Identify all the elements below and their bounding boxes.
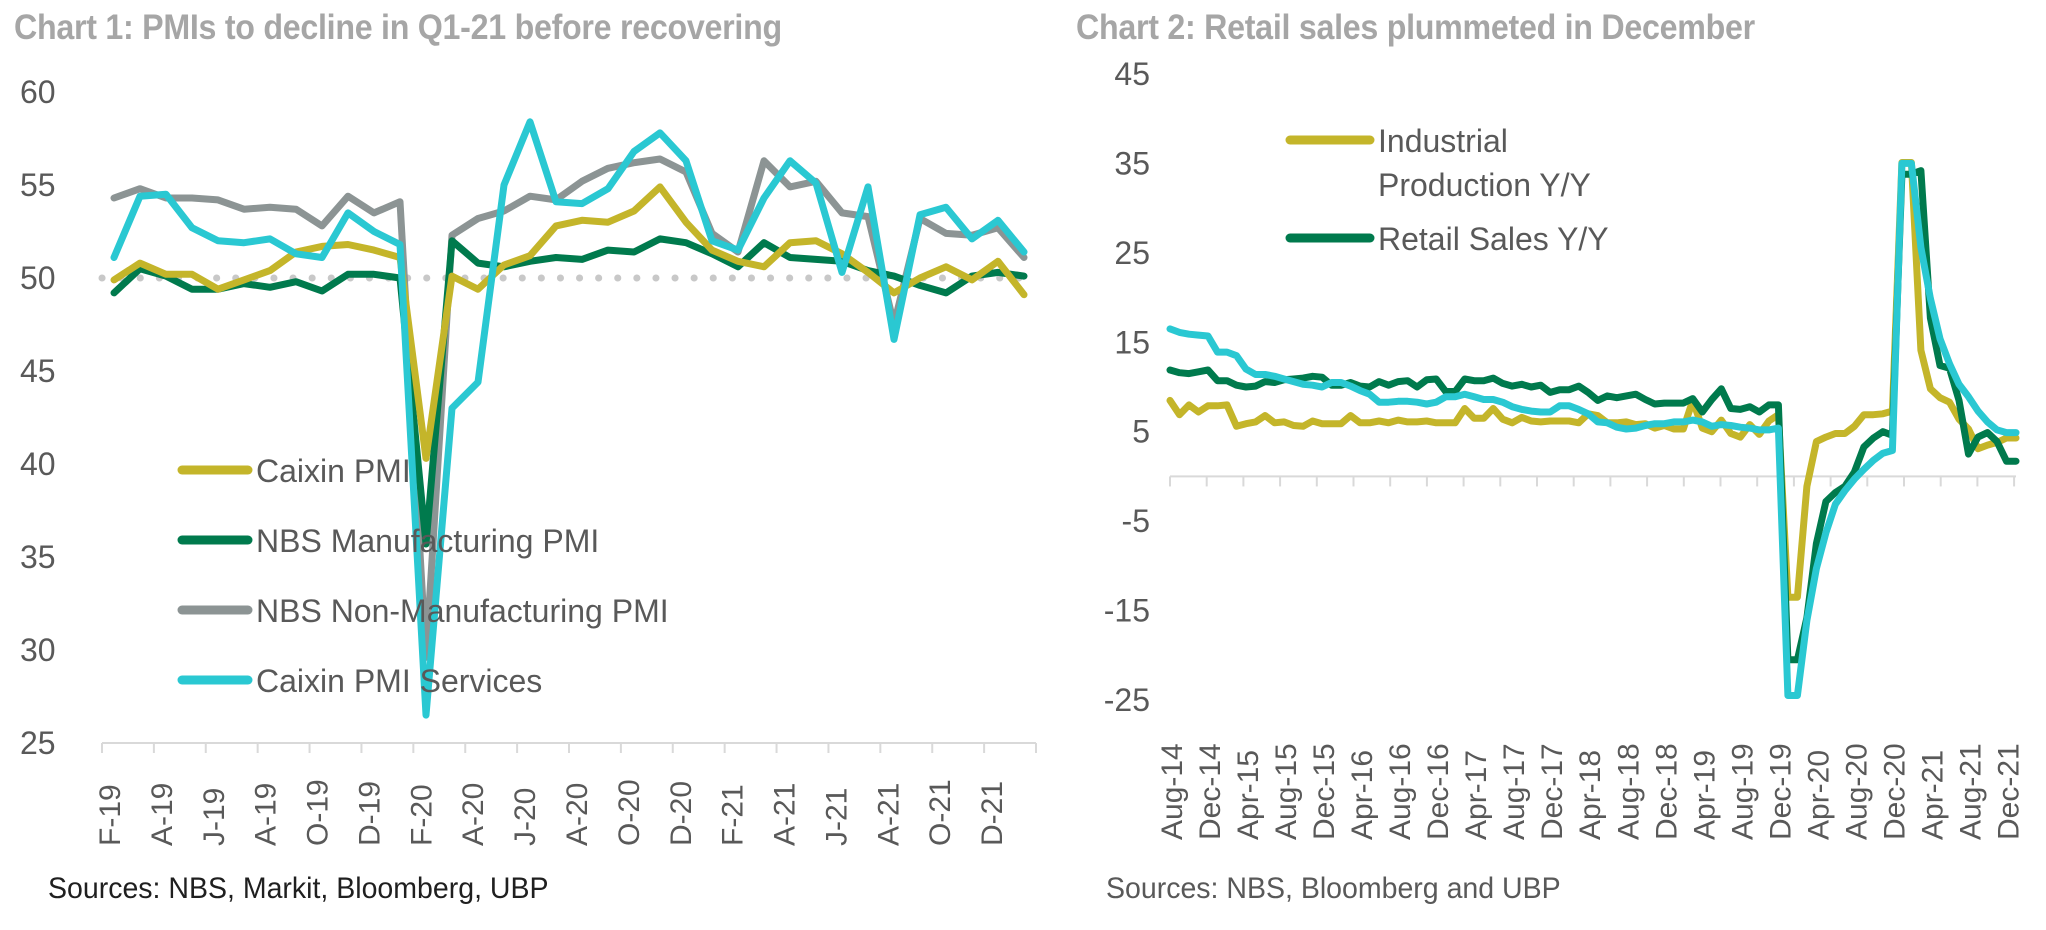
x-tick-label: Aug-21: [1954, 743, 1987, 840]
y-tick-label: 25: [20, 725, 56, 761]
x-tick-label: Aug-19: [1726, 743, 1759, 840]
legend-label: Caixin PMI: [256, 453, 411, 489]
x-tick-label: F-20: [405, 784, 438, 846]
x-tick-label: Dec-16: [1422, 743, 1455, 840]
series-line-retail-sales-y-y-cyan-unlabelled-: [1166, 159, 2020, 699]
y-tick-label: 5: [1132, 414, 1150, 450]
chart2-title: Chart 2: Retail sales plummeted in Decem…: [1076, 8, 1755, 47]
x-tick-label: Dec-18: [1650, 743, 1683, 840]
x-tick-label: F-21: [717, 784, 750, 846]
x-tick-label: D-20: [665, 781, 698, 846]
x-tick-label: Aug-18: [1612, 743, 1645, 840]
x-tick-label: F-19: [94, 784, 127, 846]
x-tick-label: Dec-19: [1764, 743, 1797, 840]
x-tick-label: Apr-15: [1232, 750, 1265, 840]
chart2-source: Sources: NBS, Bloomberg and UBP: [1106, 872, 1561, 905]
x-tick-label: Dec-17: [1536, 743, 1569, 840]
x-tick-label: J-21: [820, 788, 853, 846]
x-tick-label: Dec-14: [1194, 743, 1227, 840]
y-tick-label: 50: [20, 260, 56, 296]
chart1-source: Sources: NBS, Markit, Bloomberg, UBP: [48, 872, 549, 905]
x-tick-label: Aug-14: [1156, 743, 1189, 840]
y-tick-label: -25: [1104, 682, 1150, 718]
series-line-caixin-pmi-services: [110, 118, 1028, 719]
x-tick-label: D-21: [976, 781, 1009, 846]
y-tick-label: 15: [1114, 324, 1150, 360]
legend-label: Caixin PMI Services: [256, 663, 542, 699]
x-tick-label: O-20: [613, 779, 646, 846]
y-tick-label: 40: [20, 446, 56, 482]
series-line-retail-sales-y-y: [1166, 167, 2020, 664]
x-tick-label: Apr-18: [1574, 750, 1607, 840]
x-tick-label: J-20: [509, 788, 542, 846]
x-tick-label: Apr-16: [1346, 750, 1379, 840]
legend-label: NBS Non-Manufacturing PMI: [256, 593, 669, 629]
chart1-plot: 60 55 50 45 40 35 30 25 F-19 A-19 J-19 A-19 O-19 D-19…: [20, 74, 1040, 846]
series-line-nbs-non-manufacturing-pmi: [110, 155, 1028, 661]
x-tick-label: A-20: [561, 783, 594, 846]
x-tick-label: A-21: [769, 783, 802, 846]
legend-label-line: Production Y/Y: [1378, 167, 1591, 203]
x-tick-label: Dec-20: [1878, 743, 1911, 840]
y-tick-label: 55: [20, 167, 56, 203]
x-tick-label: Aug-16: [1384, 743, 1417, 840]
x-tick-label: D-19: [353, 781, 386, 846]
x-tick-label: Aug-17: [1498, 743, 1531, 840]
legend-label: Retail Sales Y/Y: [1378, 221, 1609, 257]
legend-label-line: Industrial: [1378, 123, 1508, 159]
x-tick-label: O-19: [302, 779, 335, 846]
y-tick-label: -5: [1122, 503, 1150, 539]
y-tick-label: 35: [20, 539, 56, 575]
y-tick-label: 45: [20, 353, 56, 389]
legend-label: NBS Manufacturing PMI: [256, 523, 599, 559]
x-tick-label: Dec-21: [1992, 743, 2025, 840]
x-tick-label: A-20: [457, 783, 490, 846]
x-tick-label: A-19: [250, 783, 283, 846]
x-tick-label: Dec-15: [1308, 743, 1341, 840]
chart1-title: Chart 1: PMIs to decline in Q1-21 before…: [14, 8, 782, 47]
legend-label: Industrial Production Y/Y: [1378, 123, 1591, 203]
x-tick-label: Aug-15: [1270, 743, 1303, 840]
x-tick-label: Apr-17: [1460, 750, 1493, 840]
y-tick-label: 60: [20, 74, 56, 110]
y-tick-label: 45: [1114, 56, 1150, 92]
x-tick-label: Aug-20: [1840, 743, 1873, 840]
x-tick-label: J-19: [198, 788, 231, 846]
series-line-caixin-pmi: [110, 183, 1028, 462]
x-tick-label: Apr-21: [1916, 750, 1949, 840]
x-tick-label: A-19: [146, 783, 179, 846]
x-tick-label: Apr-20: [1802, 750, 1835, 840]
y-tick-label: 25: [1114, 235, 1150, 271]
x-tick-label: O-21: [924, 779, 957, 846]
x-tick-label: Apr-19: [1688, 750, 1721, 840]
y-tick-label: 30: [20, 632, 56, 668]
y-tick-label: -15: [1104, 593, 1150, 629]
x-tick-label: A-21: [872, 783, 905, 846]
y-tick-label: 35: [1114, 145, 1150, 181]
